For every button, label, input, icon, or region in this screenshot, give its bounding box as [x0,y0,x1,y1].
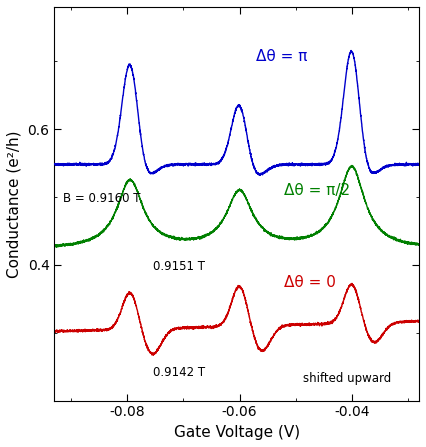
Text: B = 0.9160 T: B = 0.9160 T [63,193,140,206]
Text: 0.9151 T: 0.9151 T [153,260,204,273]
Text: Δθ = 0: Δθ = 0 [285,274,336,290]
Text: shifted upward: shifted upward [303,372,391,385]
Y-axis label: Conductance (e²/h): Conductance (e²/h) [7,130,22,278]
Text: Δθ = π/2: Δθ = π/2 [285,183,351,198]
Text: Δθ = π: Δθ = π [256,49,308,64]
X-axis label: Gate Voltage (V): Gate Voltage (V) [174,425,300,440]
Text: 0.9142 T: 0.9142 T [153,366,204,379]
